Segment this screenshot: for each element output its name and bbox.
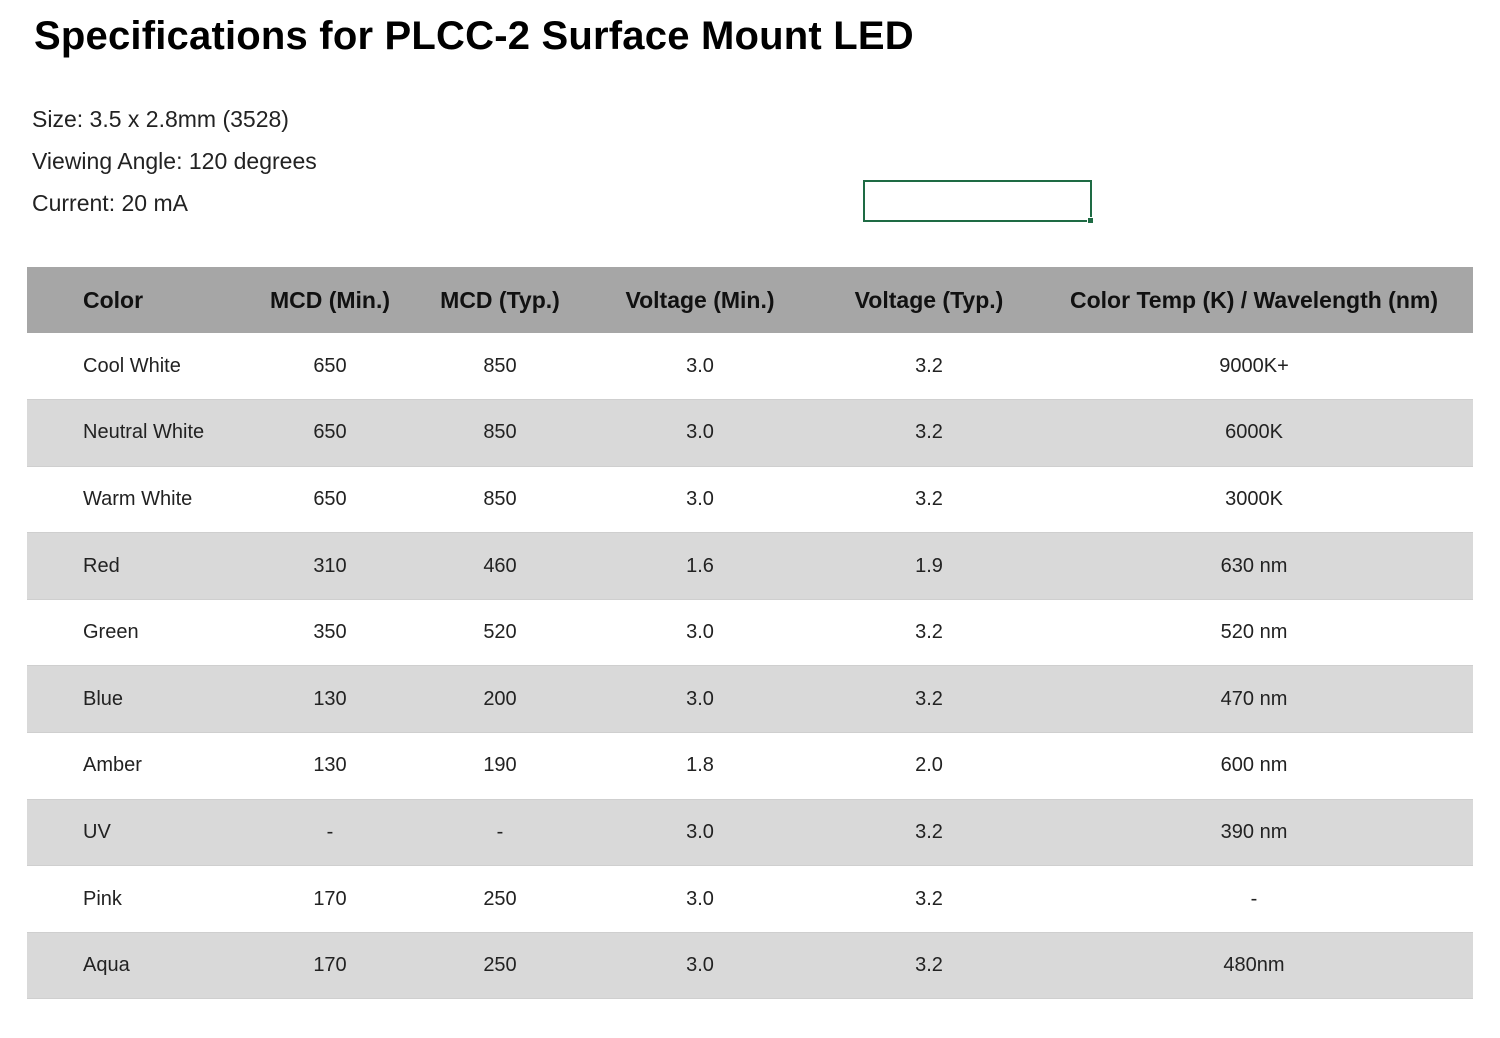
header-color[interactable]: Color xyxy=(83,286,144,313)
cell-mcd-typ[interactable]: 850 xyxy=(483,354,517,377)
header-color-temp-wavelength[interactable]: Color Temp (K) / Wavelength (nm) xyxy=(1070,286,1438,313)
cell-mcd-typ[interactable]: 460 xyxy=(423,532,577,600)
cell-mcd-min[interactable]: 130 xyxy=(313,754,347,777)
table-row: Green 350 520 3.0 3.2 520 nm xyxy=(27,599,1473,666)
cell-voltage-typ[interactable]: 3.2 xyxy=(823,665,1035,734)
fill-handle[interactable] xyxy=(1087,217,1094,224)
selected-cell[interactable] xyxy=(863,180,1094,224)
cell-voltage-typ[interactable]: 3.2 xyxy=(823,798,1035,867)
cell-temp-wavelength[interactable]: 3000K xyxy=(1225,487,1283,510)
cell-mcd-min[interactable]: 130 xyxy=(237,665,423,734)
cell-color[interactable]: Green xyxy=(83,621,139,644)
cell-mcd-typ[interactable]: 190 xyxy=(483,754,517,777)
cell-temp-wavelength[interactable]: 470 nm xyxy=(1035,665,1473,734)
cell-color[interactable]: Pink xyxy=(83,887,122,910)
cell-voltage-min[interactable]: 3.0 xyxy=(577,665,823,734)
table-row: Pink 170 250 3.0 3.2 - xyxy=(27,866,1473,933)
cell-voltage-typ[interactable]: 3.2 xyxy=(915,887,943,910)
cell-mcd-typ[interactable]: 850 xyxy=(423,399,577,467)
table-header-row: Color MCD (Min.) MCD (Typ.) Voltage (Min… xyxy=(27,267,1473,333)
cell-voltage-typ[interactable]: 3.2 xyxy=(823,931,1035,1000)
cell-voltage-min[interactable]: 3.0 xyxy=(686,887,714,910)
cell-color[interactable]: Blue xyxy=(27,665,237,734)
cell-mcd-typ[interactable]: - xyxy=(423,798,577,867)
cell-mcd-min[interactable]: 350 xyxy=(313,621,347,644)
table-row: Cool White 650 850 3.0 3.2 9000K+ xyxy=(27,333,1473,400)
cell-color[interactable]: Amber xyxy=(83,754,142,777)
cell-voltage-min[interactable]: 1.6 xyxy=(577,532,823,600)
spec-size: Size: 3.5 x 2.8mm (3528) xyxy=(32,106,289,132)
table-row: UV - - 3.0 3.2 390 nm xyxy=(27,798,1473,867)
cell-mcd-typ[interactable]: 250 xyxy=(423,931,577,1000)
spec-table: Color MCD (Min.) MCD (Typ.) Voltage (Min… xyxy=(27,267,1473,1000)
cell-temp-wavelength[interactable]: - xyxy=(1250,887,1258,910)
cell-temp-wavelength[interactable]: 480nm xyxy=(1035,931,1473,1000)
page-title: Specifications for PLCC-2 Surface Mount … xyxy=(34,14,914,58)
cell-mcd-min[interactable]: - xyxy=(237,798,423,867)
cell-color[interactable]: Neutral White xyxy=(27,399,237,467)
cell-voltage-typ[interactable]: 3.2 xyxy=(915,621,943,644)
cell-mcd-typ[interactable]: 850 xyxy=(483,487,517,510)
table-row: Warm White 650 850 3.0 3.2 3000K xyxy=(27,466,1473,533)
cell-voltage-min[interactable]: 3.0 xyxy=(577,931,823,1000)
table-row: Amber 130 190 1.8 2.0 600 nm xyxy=(27,733,1473,800)
cell-mcd-min[interactable]: 170 xyxy=(237,931,423,1000)
cell-voltage-min[interactable]: 3.0 xyxy=(686,621,714,644)
cell-voltage-typ[interactable]: 3.2 xyxy=(823,399,1035,467)
spec-current: Current: 20 mA xyxy=(32,190,188,216)
header-mcd-min[interactable]: MCD (Min.) xyxy=(269,286,391,313)
table-row: Red 310 460 1.6 1.9 630 nm xyxy=(27,532,1473,600)
cell-color[interactable]: Aqua xyxy=(27,931,237,1000)
cell-mcd-min[interactable]: 310 xyxy=(237,532,423,600)
cell-voltage-typ[interactable]: 3.2 xyxy=(915,487,943,510)
cell-temp-wavelength[interactable]: 520 nm xyxy=(1220,621,1288,644)
cell-voltage-min[interactable]: 3.0 xyxy=(577,399,823,467)
cell-temp-wavelength[interactable]: 6000K xyxy=(1035,399,1473,467)
cell-voltage-min[interactable]: 3.0 xyxy=(686,354,714,377)
cell-mcd-typ[interactable]: 520 xyxy=(483,621,517,644)
cell-mcd-min[interactable]: 650 xyxy=(237,399,423,467)
cell-color[interactable]: Cool White xyxy=(83,354,181,377)
cell-color[interactable]: Red xyxy=(27,532,237,600)
cell-voltage-min[interactable]: 1.8 xyxy=(686,754,714,777)
cell-mcd-typ[interactable]: 250 xyxy=(483,887,517,910)
cell-mcd-min[interactable]: 650 xyxy=(313,487,347,510)
cell-mcd-typ[interactable]: 200 xyxy=(423,665,577,734)
header-voltage-min[interactable]: Voltage (Min.) xyxy=(625,286,775,313)
cell-voltage-typ[interactable]: 3.2 xyxy=(915,354,943,377)
cell-temp-wavelength[interactable]: 390 nm xyxy=(1035,798,1473,867)
cell-voltage-typ[interactable]: 2.0 xyxy=(915,754,943,777)
table-row: Blue 130 200 3.0 3.2 470 nm xyxy=(27,665,1473,734)
cell-temp-wavelength[interactable]: 9000K+ xyxy=(1219,354,1289,377)
cell-voltage-typ[interactable]: 1.9 xyxy=(823,532,1035,600)
cell-temp-wavelength[interactable]: 630 nm xyxy=(1035,532,1473,600)
cell-voltage-min[interactable]: 3.0 xyxy=(686,487,714,510)
header-voltage-typ[interactable]: Voltage (Typ.) xyxy=(854,286,1004,313)
cell-temp-wavelength[interactable]: 600 nm xyxy=(1220,754,1288,777)
cell-voltage-min[interactable]: 3.0 xyxy=(577,798,823,867)
spec-viewing-angle: Viewing Angle: 120 degrees xyxy=(32,148,317,174)
table-row: Aqua 170 250 3.0 3.2 480nm xyxy=(27,931,1473,1000)
cell-color[interactable]: Warm White xyxy=(83,487,193,510)
cell-mcd-min[interactable]: 170 xyxy=(313,887,347,910)
header-mcd-typ[interactable]: MCD (Typ.) xyxy=(440,286,560,313)
cell-color[interactable]: UV xyxy=(27,798,237,867)
table-row: Neutral White 650 850 3.0 3.2 6000K xyxy=(27,399,1473,467)
cell-mcd-min[interactable]: 650 xyxy=(313,354,347,377)
